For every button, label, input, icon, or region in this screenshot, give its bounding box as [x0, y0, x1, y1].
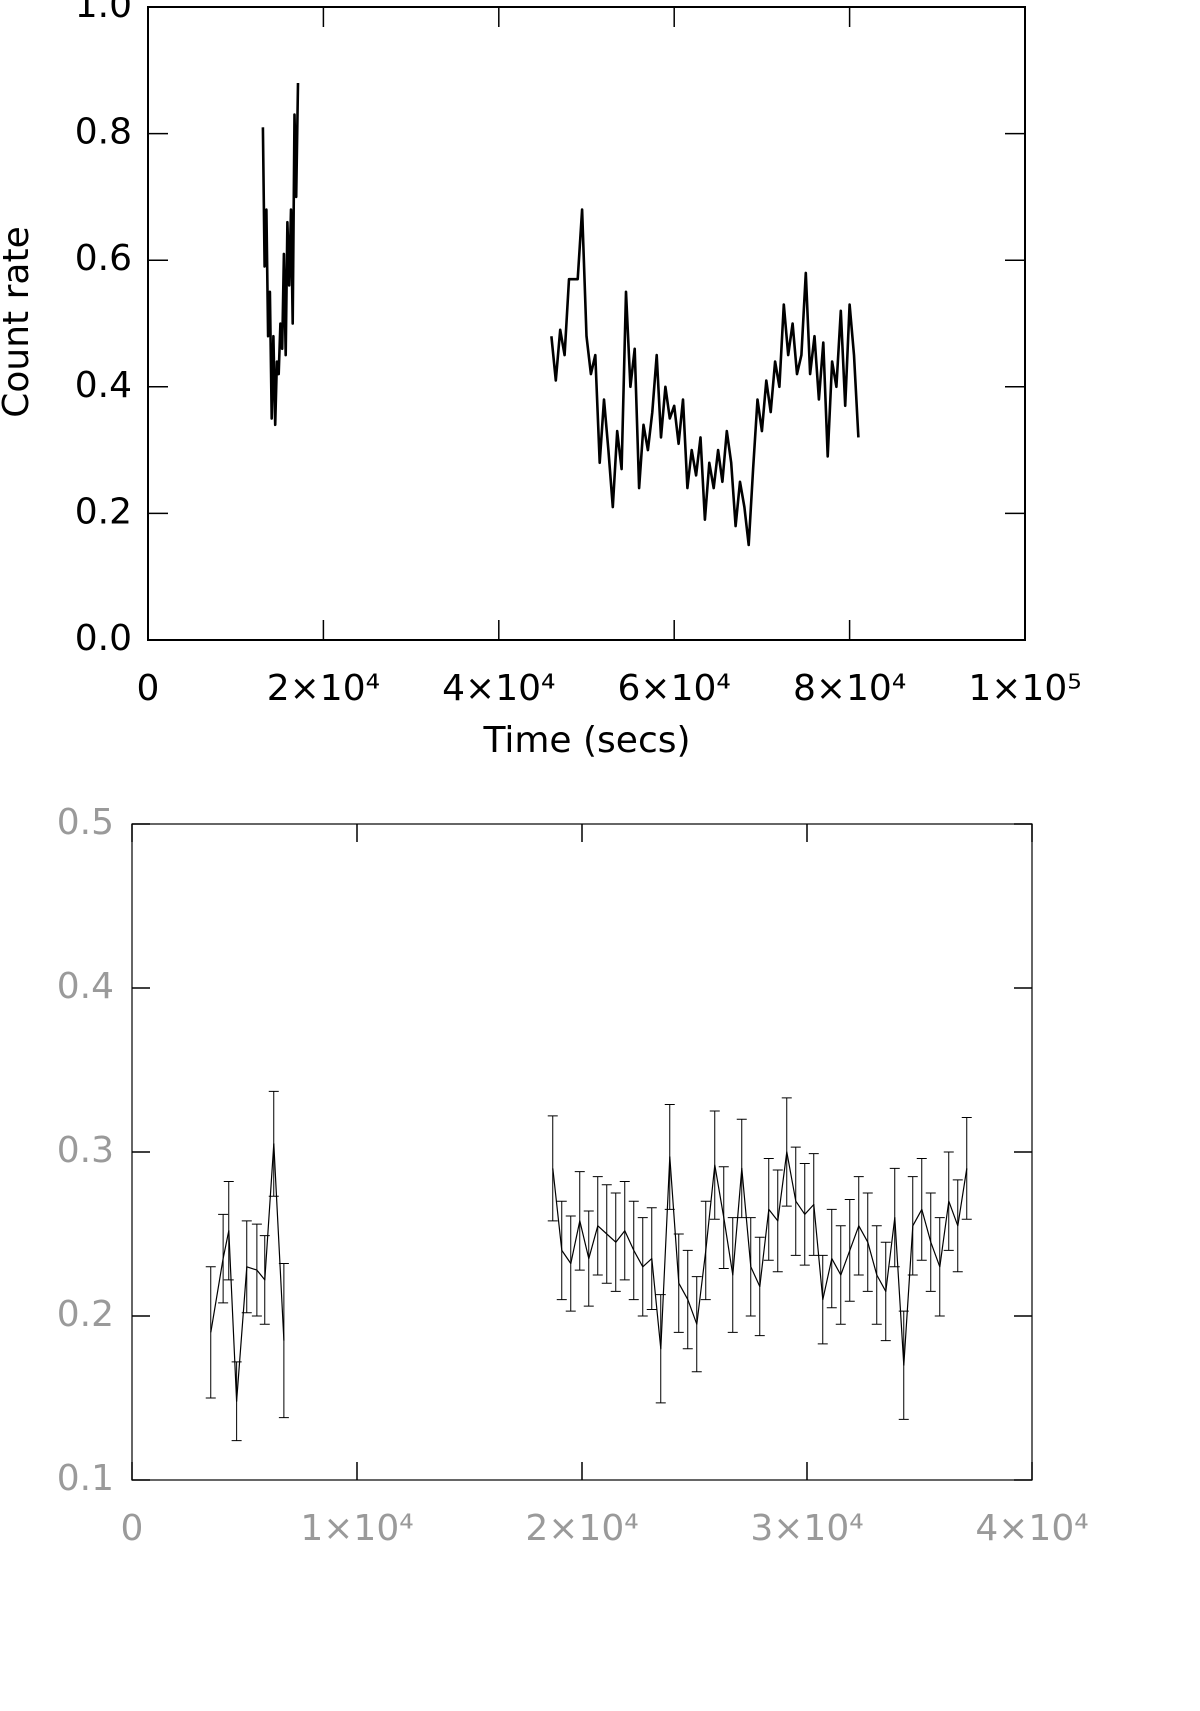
x-axis-label: Time (secs) — [482, 720, 690, 761]
error-bar — [673, 1233, 684, 1333]
y-tick-label: 0.2 — [57, 1294, 114, 1335]
y-tick-label: 0.2 — [75, 491, 132, 532]
error-bar — [241, 1220, 252, 1314]
y-tick-label: 0.1 — [57, 1458, 114, 1499]
error-bar — [709, 1110, 720, 1220]
x-tick-label: 0 — [137, 668, 160, 709]
x-tick-label: 4×10⁴ — [975, 1508, 1088, 1549]
plot-frame — [131, 823, 1033, 1481]
error-bar — [205, 1266, 216, 1399]
error-bar — [574, 1171, 585, 1271]
error-bar — [268, 1090, 279, 1197]
y-tick-label: 0.6 — [75, 238, 132, 279]
error-bar — [907, 1176, 918, 1276]
error-bar — [754, 1236, 765, 1337]
error-bar — [745, 1217, 756, 1317]
error-bar — [952, 1179, 963, 1273]
error-bar — [781, 1097, 792, 1207]
error-bar — [799, 1162, 810, 1266]
error-bar — [664, 1103, 675, 1210]
error-bar — [790, 1146, 801, 1256]
error-bar — [278, 1263, 289, 1419]
error-bar — [682, 1249, 693, 1350]
error-bar — [763, 1158, 774, 1261]
error-bar — [880, 1241, 891, 1342]
error-bar — [601, 1184, 612, 1284]
error-bar — [637, 1217, 648, 1317]
error-bar — [556, 1200, 567, 1301]
error-bar — [223, 1181, 234, 1281]
x-tick-label: 0 — [121, 1508, 144, 1549]
x-tick-label: 2×10⁴ — [267, 668, 380, 709]
error-bar — [808, 1153, 819, 1256]
error-bar — [889, 1167, 900, 1268]
error-bar — [700, 1200, 711, 1301]
error-bar — [916, 1158, 927, 1261]
y-tick-label: 0.4 — [57, 966, 114, 1007]
error-bar — [628, 1200, 639, 1301]
error-bar — [862, 1192, 873, 1292]
error-bar — [583, 1210, 594, 1307]
error-bar — [646, 1207, 657, 1310]
error-bar — [547, 1115, 558, 1222]
error-bar — [736, 1118, 747, 1219]
error-bar — [943, 1151, 954, 1251]
error-bar — [691, 1276, 702, 1373]
y-tick-label: 1.0 — [75, 0, 132, 26]
error-bar — [961, 1117, 972, 1220]
error-bar — [772, 1169, 783, 1273]
error-bar — [231, 1361, 242, 1442]
error-bar — [619, 1181, 630, 1281]
plot-frame — [147, 6, 1026, 641]
error-bar — [592, 1176, 603, 1276]
error-bar — [871, 1225, 882, 1325]
error-bar — [844, 1199, 855, 1302]
error-bar — [853, 1176, 864, 1276]
error-bar — [826, 1208, 837, 1309]
y-tick-label: 0.0 — [75, 618, 132, 659]
y-tick-label: 0.3 — [57, 1130, 114, 1171]
error-bar — [934, 1217, 945, 1317]
error-bar — [817, 1254, 828, 1345]
y-axis-label: Count rate — [0, 226, 37, 417]
error-bar — [218, 1213, 229, 1304]
x-tick-label: 3×10⁴ — [750, 1508, 863, 1549]
error-bar — [565, 1215, 576, 1312]
data-line — [261, 82, 860, 547]
error-bar — [898, 1310, 909, 1420]
error-bar — [835, 1225, 846, 1325]
error-bar — [259, 1235, 270, 1325]
y-tick-label: 0.8 — [75, 112, 132, 153]
error-bar — [925, 1192, 936, 1292]
y-tick-label: 0.5 — [57, 802, 114, 843]
x-tick-label: 4×10⁴ — [442, 668, 555, 709]
x-tick-label: 6×10⁴ — [618, 668, 731, 709]
error-bar — [718, 1166, 729, 1269]
error-bar — [610, 1192, 621, 1292]
error-bar — [727, 1217, 738, 1333]
y-tick-label: 0.4 — [75, 365, 132, 406]
error-bar — [655, 1294, 666, 1404]
error-bar — [251, 1223, 262, 1317]
x-tick-label: 8×10⁴ — [793, 668, 906, 709]
x-tick-label: 1×10⁴ — [300, 1508, 413, 1549]
x-tick-label: 2×10⁴ — [525, 1508, 638, 1549]
x-tick-label: 1×10⁵ — [968, 668, 1081, 709]
